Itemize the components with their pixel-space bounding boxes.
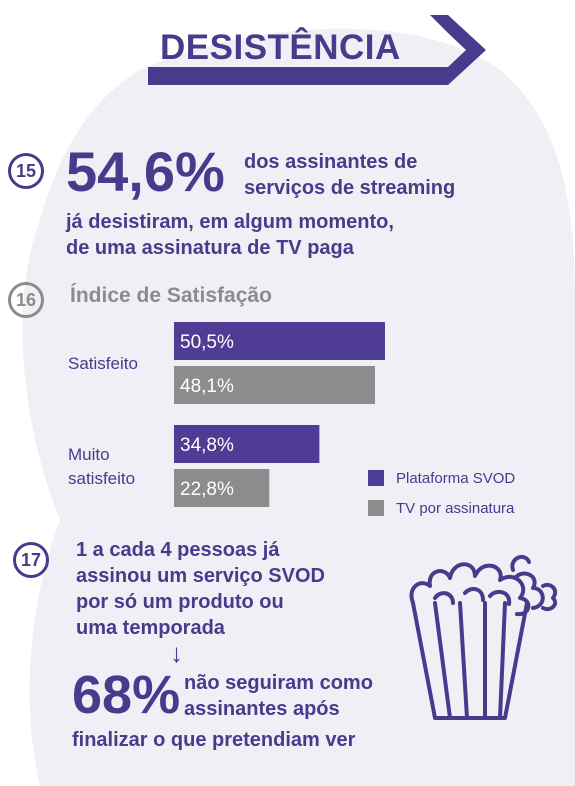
bar-svod-1 <box>174 425 320 463</box>
down-arrow-icon: ↓ <box>170 638 183 668</box>
bar-value-label-svod-0: 50,5% <box>180 332 234 353</box>
stat-value-68: 68% <box>72 665 181 725</box>
bar-value-label-tv-1: 22,8% <box>180 479 234 500</box>
section-number-15: 15 <box>8 153 44 189</box>
stat-text-line2: serviços de streaming <box>244 177 456 199</box>
legend-label-tv: TV por assinatura <box>396 500 515 517</box>
info-text-line4: uma temporada <box>76 617 225 639</box>
chart-heading: Índice de Satisfação <box>70 284 272 307</box>
follow-text-line1: não seguiram como <box>184 672 373 694</box>
legend-swatch-svod <box>368 470 384 486</box>
stat-text-line3: já desistiram, em algum momento, <box>66 211 394 233</box>
satisfaction-chart: Satisfeito 50,5% 48,1% Muito satisfeito 34,8%… <box>68 322 385 507</box>
category-label-1: Muito satisfeito <box>68 445 135 488</box>
follow-text-line2: assinantes após <box>184 698 340 720</box>
bar-value-label-svod-1: 34,8% <box>180 435 234 456</box>
page-title: DESISTÊNCIA <box>160 28 401 67</box>
bar-value-label-tv-0: 48,1% <box>180 376 234 397</box>
section-number-17: 17 <box>13 542 49 578</box>
stat-text-line4: de uma assinatura de TV paga <box>66 237 354 259</box>
legend-swatch-tv <box>368 500 384 516</box>
bar-tv-0 <box>174 366 375 404</box>
popcorn-icon <box>409 554 558 720</box>
info-text-line1: 1 a cada 4 pessoas já <box>76 539 280 561</box>
legend-label-svod: Plataforma SVOD <box>396 470 516 487</box>
stat-value-54-6: 54,6% <box>66 140 225 203</box>
stat-text-line1: dos assinantes de <box>244 151 418 173</box>
follow-text-line3: finalizar o que pretendiam ver <box>72 729 356 751</box>
category-label-0: Satisfeito <box>68 354 138 373</box>
title-banner <box>148 15 486 85</box>
bar-tv-1 <box>174 469 270 507</box>
section-number-16: 16 <box>8 282 44 318</box>
info-text-line2: assinou um serviço SVOD <box>76 565 325 587</box>
info-text-line3: por só um produto ou <box>76 591 284 613</box>
bar-svod-0 <box>174 322 385 360</box>
